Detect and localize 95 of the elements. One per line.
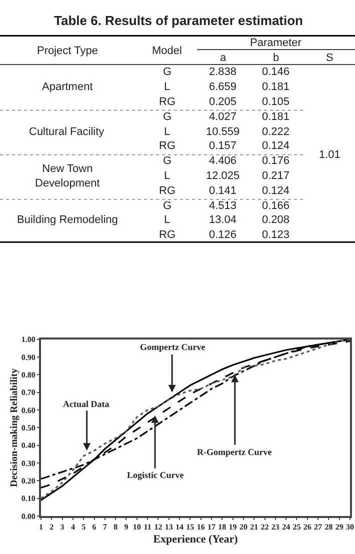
y-tick-label: 0.20 <box>21 476 36 486</box>
y-tick-label: 0.60 <box>21 406 36 415</box>
text: 10.559 <box>206 126 240 138</box>
text: 2.838 <box>209 66 237 78</box>
y-tick-label: 0.70 <box>21 388 36 398</box>
y-tick-label: 0.50 <box>21 423 36 432</box>
text: G <box>163 155 172 167</box>
text: 0.146 <box>262 66 290 78</box>
text: L <box>164 170 170 182</box>
text: 0.217 <box>262 170 290 182</box>
y-tick-label: 0.90 <box>21 352 36 362</box>
x-tick-label: 25 <box>292 522 301 532</box>
annotation: Gompertz Curve <box>140 342 206 352</box>
text: 0.222 <box>262 126 290 138</box>
text: RG <box>159 140 176 152</box>
annotation: Actual Data <box>63 399 110 409</box>
x-tick-label: 19 <box>228 522 237 532</box>
text: 4.513 <box>209 200 237 212</box>
x-tick-label: 23 <box>271 522 280 532</box>
y-tick-label: 0.40 <box>21 441 36 450</box>
y-tick-label: 0.10 <box>21 494 36 504</box>
text: 4.027 <box>209 111 237 123</box>
y-tick-label: 0.00 <box>21 512 36 521</box>
text: L <box>164 81 170 93</box>
x-tick-label: 4 <box>70 522 75 532</box>
text: RG <box>159 185 176 197</box>
x-tick-label: 11 <box>144 522 152 532</box>
annotation: R-Gompertz Curve <box>197 447 272 457</box>
text: Parameter <box>250 37 302 49</box>
x-tick-label: 26 <box>303 522 312 532</box>
x-tick-label: 20 <box>239 522 248 532</box>
x-tick-label: 28 <box>324 522 333 532</box>
text: 0.141 <box>209 185 237 197</box>
x-tick-label: 9 <box>124 522 128 532</box>
text: 4.406 <box>209 155 237 167</box>
text: Cultural Facility <box>29 126 105 138</box>
text: 0.123 <box>262 229 290 241</box>
x-tick-label: 6 <box>92 522 96 532</box>
text: 13.04 <box>209 214 237 226</box>
text: 0.176 <box>262 155 290 167</box>
text: Table 6. Results of parameter estimation <box>54 13 304 28</box>
x-tick-label: 3 <box>60 522 64 532</box>
y-axis-title: Decision-making Reliability <box>8 368 20 487</box>
text: 0.157 <box>209 140 237 152</box>
text: Building Remodeling <box>17 214 118 226</box>
annotation: Logistic Curve <box>127 470 184 480</box>
text: S <box>326 52 334 64</box>
y-tick-label: 0.80 <box>21 370 36 380</box>
text: L <box>164 214 170 226</box>
text: 0.181 <box>262 111 290 123</box>
x-tick-label: 29 <box>335 522 344 532</box>
x-tick-label: 12 <box>154 522 162 532</box>
text: RG <box>159 96 176 108</box>
x-tick-label: 5 <box>82 522 86 532</box>
text: 0.166 <box>262 200 290 212</box>
text: 0.181 <box>262 81 290 93</box>
y-tick-label: 1.00 <box>21 335 36 344</box>
text: 0.126 <box>209 229 237 241</box>
text: 0.124 <box>262 185 290 197</box>
x-tick-label: 22 <box>260 522 269 532</box>
x-tick-label: 2 <box>50 522 54 532</box>
x-tick-label: 14 <box>176 522 184 532</box>
text: 0.205 <box>209 96 237 108</box>
x-tick-label: 30 <box>346 522 354 532</box>
text: Apartment <box>42 81 93 93</box>
x-tick-label: 24 <box>282 522 290 532</box>
x-tick-label: 15 <box>186 522 194 532</box>
text: 0.124 <box>262 140 290 152</box>
text: 0.208 <box>262 214 290 226</box>
x-tick-label: 10 <box>132 522 141 532</box>
x-axis-title: Experience (Year) <box>153 533 238 546</box>
text: L <box>164 126 170 138</box>
x-tick-label: 18 <box>218 522 226 532</box>
y-tick-label: 0.30 <box>21 458 36 468</box>
text: 6.659 <box>209 81 237 93</box>
x-tick-label: 7 <box>102 522 107 532</box>
x-tick-label: 17 <box>207 522 216 532</box>
text: 1.01 <box>319 149 340 161</box>
x-tick-label: 27 <box>314 522 322 532</box>
text: G <box>163 111 172 123</box>
text: G <box>163 66 172 78</box>
text: 0.105 <box>262 96 290 108</box>
text: a <box>220 52 227 64</box>
text: 12.025 <box>206 170 240 182</box>
x-tick-label: 13 <box>164 522 173 532</box>
x-tick-label: 8 <box>114 522 118 532</box>
text: Model <box>152 45 182 57</box>
text: b <box>273 52 280 64</box>
text: Project Type <box>37 45 98 57</box>
x-tick-label: 1 <box>39 522 43 532</box>
text: G <box>163 200 172 212</box>
text: New Town Development <box>35 163 100 190</box>
text: RG <box>159 229 176 241</box>
x-tick-label: 16 <box>196 522 205 532</box>
x-tick-label: 21 <box>250 522 258 532</box>
